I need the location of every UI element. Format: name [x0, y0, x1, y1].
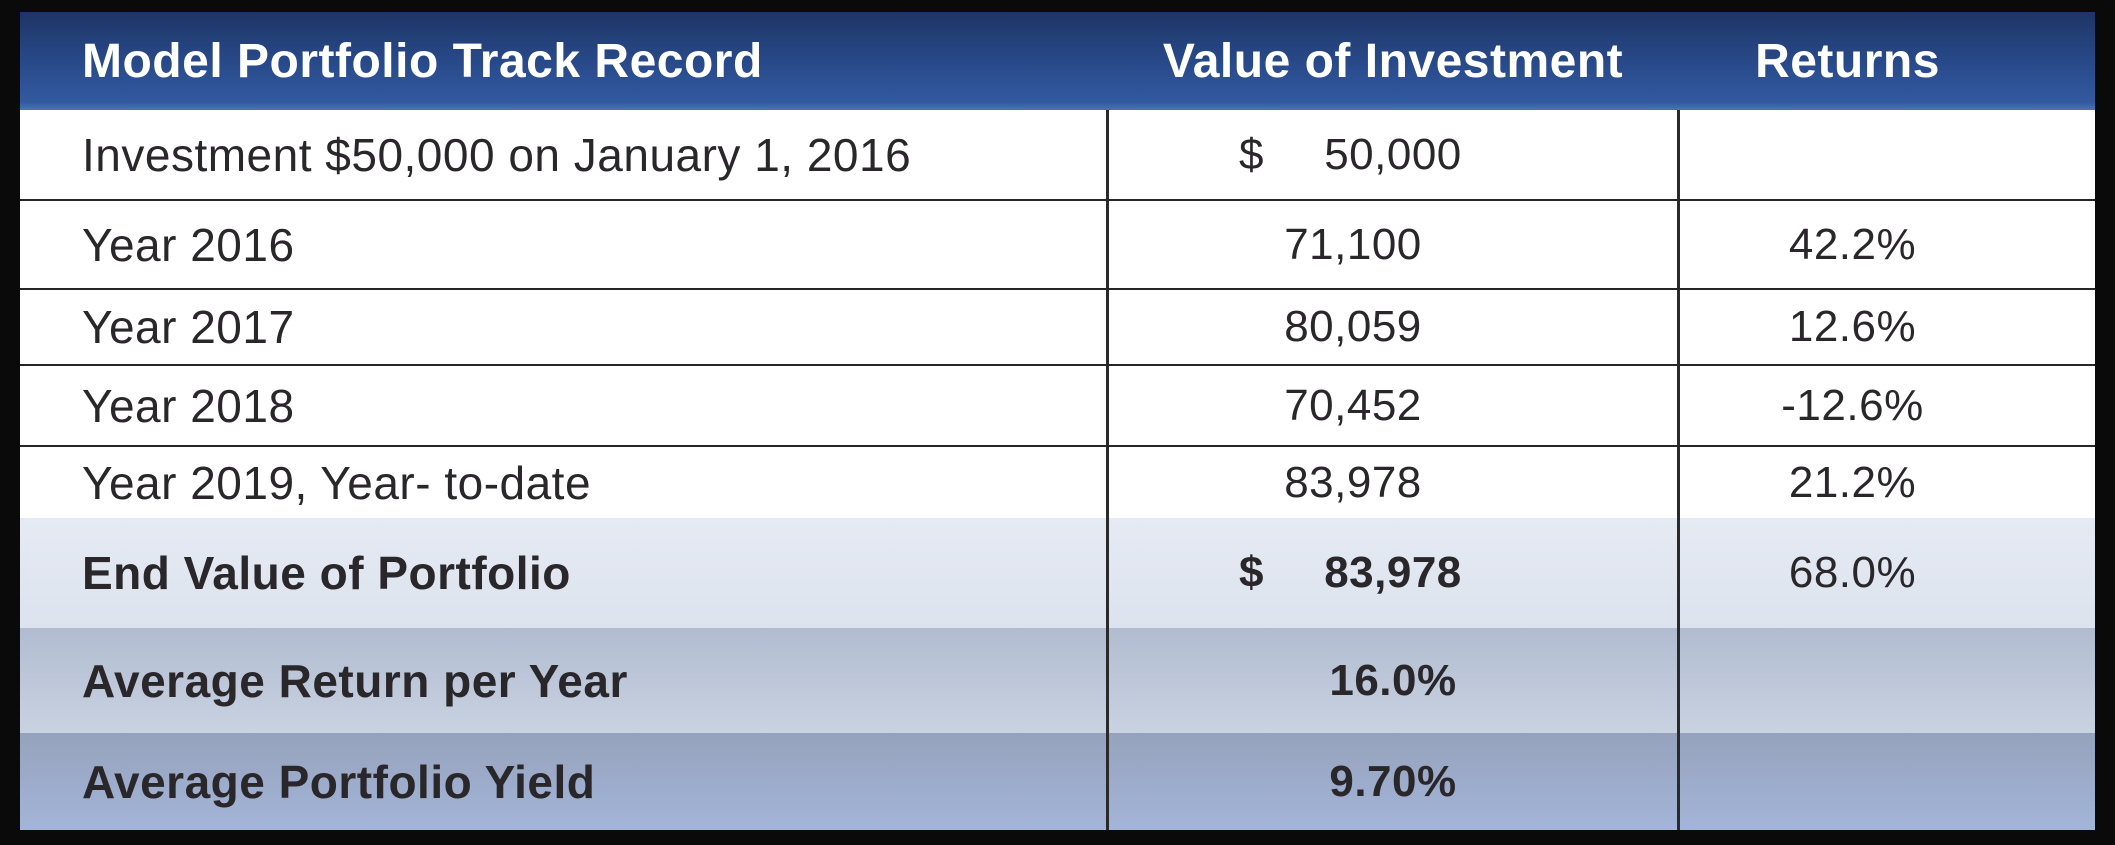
column-header-returns: Returns: [1755, 34, 1940, 88]
table-row-average-yield: Average Portfolio Yield 9.70%: [20, 733, 2095, 830]
table-row-year-2017: Year 2017 80,059 12.6%: [20, 290, 2095, 366]
row-label: Average Portfolio Yield: [82, 755, 596, 808]
header-cell-returns: Returns: [1680, 12, 2095, 110]
table-header-row: Model Portfolio Track Record Value of In…: [20, 12, 2095, 110]
header-cell-value: Value of Investment: [1106, 12, 1680, 110]
value-cell: 9.70%: [1329, 756, 1457, 806]
value-cell: 71,100: [1284, 219, 1422, 269]
currency-symbol: $: [1239, 129, 1264, 179]
return-cell: 42.2%: [1788, 219, 1917, 269]
currency-symbol: $: [1239, 548, 1264, 597]
row-label: Year 2018: [82, 379, 295, 432]
return-cell: 68.0%: [1788, 548, 1917, 597]
row-label: Average Return per Year: [82, 654, 628, 707]
table-row-end-value: End Value of Portfolio $ 83,978 68.0%: [20, 518, 2095, 628]
value-cell: 16.0%: [1329, 655, 1457, 705]
row-label: Investment $50,000 on January 1, 2016: [82, 128, 912, 181]
table-row-initial-investment: Investment $50,000 on January 1, 2016 $ …: [20, 110, 2095, 201]
value-cell: 80,059: [1284, 302, 1422, 351]
return-cell: 21.2%: [1788, 457, 1917, 507]
table-title: Model Portfolio Track Record: [82, 34, 763, 88]
value-cell: 70,452: [1284, 380, 1422, 430]
column-header-value-of-investment: Value of Investment: [1162, 34, 1624, 88]
row-label: Year 2016: [82, 218, 295, 271]
return-cell: -12.6%: [1781, 380, 1924, 430]
portfolio-track-record-table: Model Portfolio Track Record Value of In…: [20, 12, 2095, 830]
value-cell: 83,978: [1324, 548, 1462, 597]
row-label: Year 2019, Year- to-date: [82, 456, 592, 509]
return-cell: 12.6%: [1788, 302, 1917, 351]
table-row-year-2019-ytd: Year 2019, Year- to-date 83,978 21.2%: [20, 447, 2095, 518]
table-row-year-2018: Year 2018 70,452 -12.6%: [20, 366, 2095, 447]
value-cell: 50,000: [1324, 129, 1462, 179]
table-row-average-return: Average Return per Year 16.0%: [20, 628, 2095, 733]
header-cell-title: Model Portfolio Track Record: [20, 12, 1106, 110]
row-label: End Value of Portfolio: [82, 547, 571, 599]
value-cell: 83,978: [1284, 457, 1422, 507]
row-label: Year 2017: [82, 301, 295, 353]
table-row-year-2016: Year 2016 71,100 42.2%: [20, 201, 2095, 290]
